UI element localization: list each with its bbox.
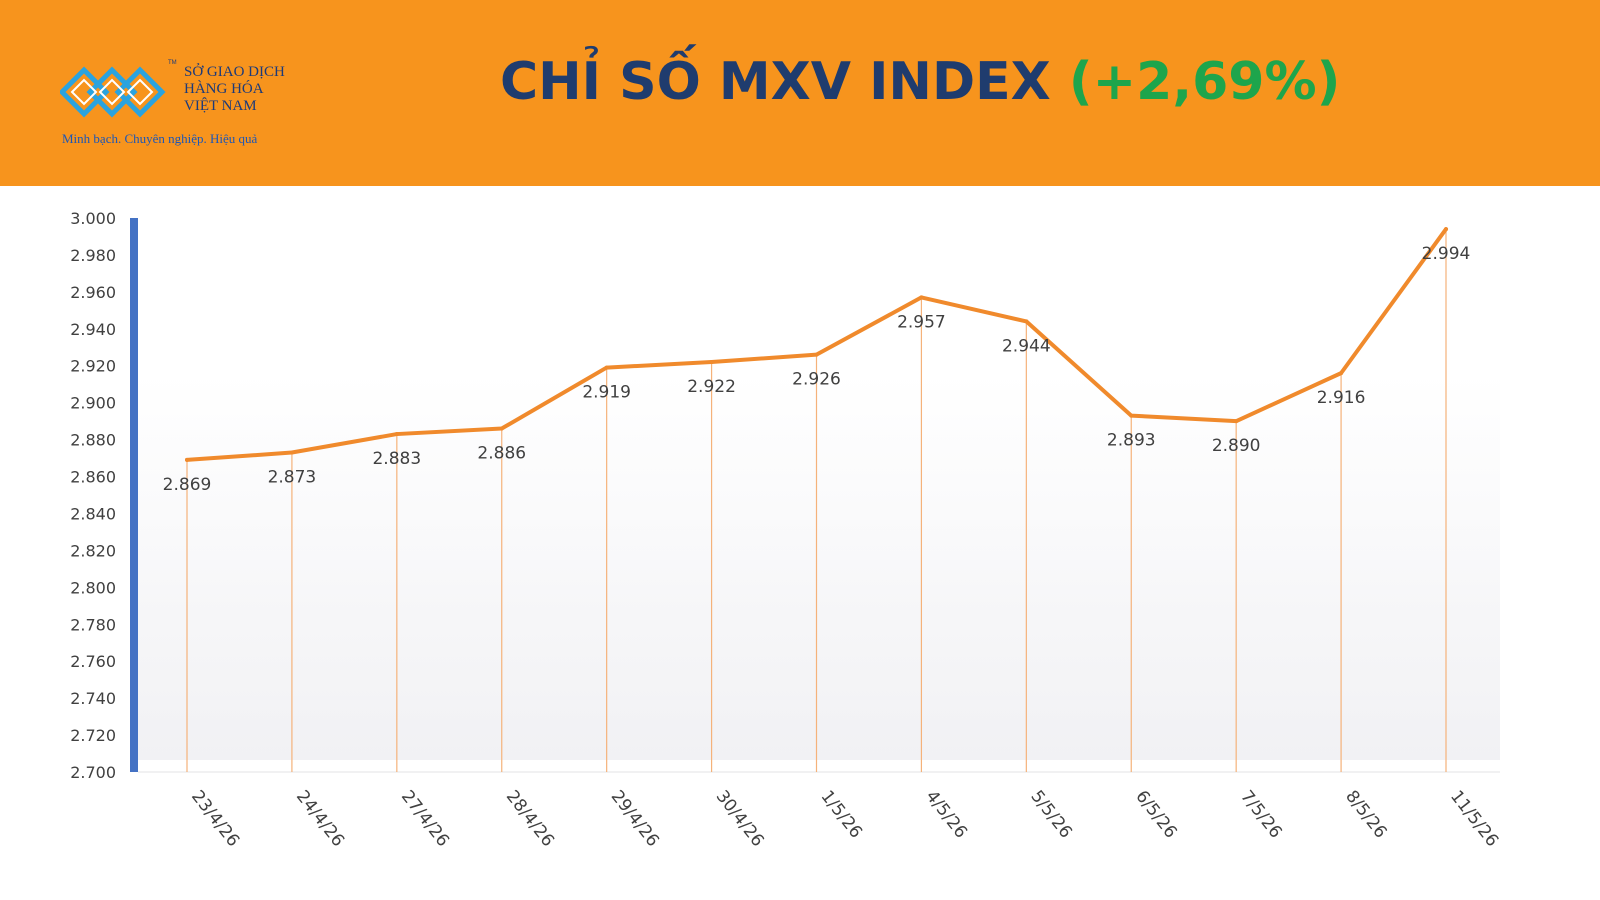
y-tick-label: 2.740: [70, 689, 116, 708]
logo-mark-icon: [60, 66, 166, 118]
data-point: [185, 457, 189, 462]
y-tick-label: 2.900: [70, 394, 116, 413]
data-point: [1129, 413, 1134, 418]
data-label: 2.883: [372, 449, 421, 469]
data-label: 2.873: [268, 468, 317, 488]
title-change-percent: (+2,69%): [1068, 52, 1341, 112]
chart-area: 2.700 2.720 2.740 2.760 2.780 2.800 2.820 2.840…: [0, 186, 1600, 900]
x-tick-label: 24/4/26: [292, 787, 348, 851]
logo-line: VIỆT NAM: [184, 98, 257, 114]
data-point: [604, 365, 609, 370]
y-tick-label: 2.780: [70, 615, 116, 634]
data-label: 2.890: [1212, 436, 1261, 456]
data-point: [394, 432, 399, 437]
data-point: [919, 295, 924, 300]
y-tick-label: 2.800: [70, 578, 116, 597]
x-tick-label: 27/4/26: [397, 787, 453, 851]
x-tick-label: 29/4/26: [607, 787, 663, 851]
header-banner: TM SỞ GIAO DỊCH HÀNG HÓA VIỆT NAM Minh b…: [0, 0, 1600, 186]
y-tick-label: 2.820: [70, 541, 116, 560]
data-label: 2.919: [582, 383, 631, 403]
x-tick-label: 8/5/26: [1341, 787, 1390, 842]
data-point: [1339, 371, 1344, 376]
x-tick-label: 6/5/26: [1131, 787, 1180, 842]
x-tick-label: 11/5/26: [1446, 787, 1502, 851]
y-tick-label: 3.000: [70, 209, 116, 228]
data-point: [289, 450, 294, 455]
data-label: 2.944: [1002, 336, 1051, 356]
x-tick-label: 30/4/26: [712, 787, 768, 851]
y-tick-label: 2.920: [70, 357, 116, 376]
x-tick-label: 28/4/26: [502, 787, 558, 851]
logo-line: HÀNG HÓA: [184, 81, 264, 97]
data-label: 2.922: [687, 377, 736, 397]
y-tick-label: 2.860: [70, 468, 116, 487]
logo-line: SỞ GIAO DỊCH: [184, 64, 285, 80]
data-label: 2.916: [1317, 388, 1366, 408]
y-tick-label: 2.700: [70, 763, 116, 782]
data-label: 2.926: [792, 370, 841, 390]
title-text: CHỈ SỐ MXV INDEX: [500, 52, 1051, 112]
page-title: CHỈ SỐ MXV INDEX (+2,69%): [500, 52, 1340, 112]
x-tick-label: 5/5/26: [1026, 787, 1075, 842]
data-label: 2.893: [1107, 431, 1156, 451]
logo-wordmark: SỞ GIAO DỊCH HÀNG HÓA VIỆT NAM: [184, 64, 285, 115]
data-point: [1024, 319, 1029, 324]
data-label: 2.886: [477, 444, 526, 464]
x-tick-label: 23/4/26: [187, 787, 243, 851]
data-point: [1444, 227, 1448, 232]
y-tick-label: 2.840: [70, 504, 116, 523]
data-point: [814, 352, 819, 357]
y-tick-label: 2.980: [70, 246, 116, 265]
x-tick-label: 7/5/26: [1236, 787, 1285, 842]
data-point: [709, 360, 714, 365]
y-tick-label: 2.720: [70, 726, 116, 745]
y-tick-label: 2.880: [70, 431, 116, 450]
data-label: 2.994: [1422, 244, 1471, 264]
data-point: [499, 426, 504, 431]
x-tick-label: 1/5/26: [817, 787, 866, 842]
x-tick-label: 4/5/26: [921, 787, 970, 842]
y-tick-label: 2.960: [70, 283, 116, 302]
data-point: [1234, 419, 1239, 424]
data-label: 2.957: [897, 312, 946, 332]
logo-tagline: Minh bạch. Chuyên nghiệp. Hiệu quả: [62, 131, 258, 146]
logo-trademark: TM: [168, 60, 177, 66]
data-label: 2.869: [163, 475, 212, 495]
y-tick-label: 2.940: [70, 320, 116, 339]
y-tick-label: 2.760: [70, 652, 116, 671]
logo: TM SỞ GIAO DỊCH HÀNG HÓA VIỆT NAM Minh b…: [60, 58, 310, 158]
y-axis-bar: [130, 218, 138, 772]
line-chart: 2.700 2.720 2.740 2.760 2.780 2.800 2.820 2.840…: [70, 209, 1502, 851]
